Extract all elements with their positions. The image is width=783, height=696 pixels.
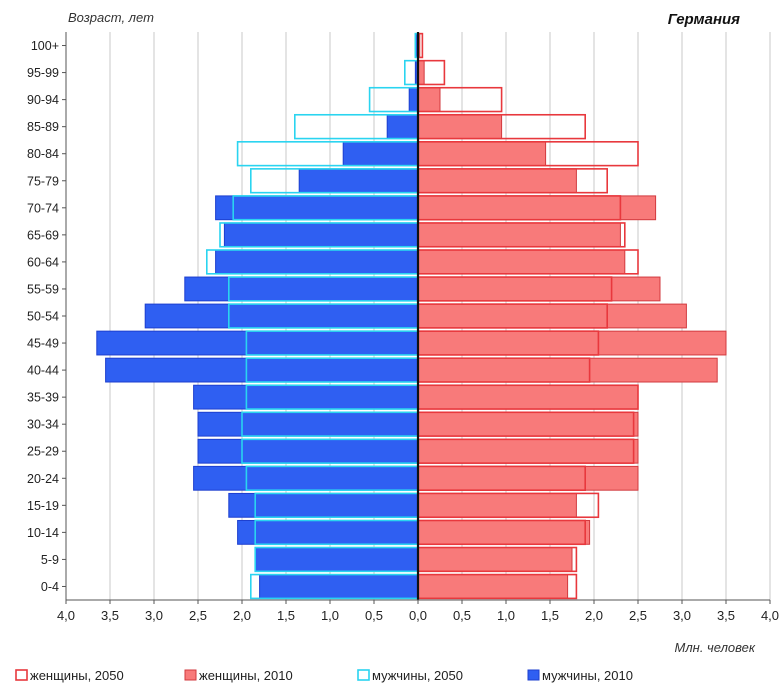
- bar-female-2010-75-79: [417, 168, 577, 194]
- bar-male-2010-45-49: [96, 330, 419, 356]
- y-tick-label: 85-89: [27, 120, 59, 134]
- x-tick-label: 0,5: [453, 608, 471, 623]
- x-tick-label: 4,0: [57, 608, 75, 623]
- y-tick-label: 75-79: [27, 174, 59, 188]
- bar-male-2010-35-39: [193, 384, 419, 410]
- bar-male-2010-10-14: [237, 519, 419, 545]
- x-tick-label: 0,0: [409, 608, 427, 623]
- bar-female-2010-55-59: [417, 276, 661, 302]
- x-tick-label: 3,5: [717, 608, 735, 623]
- x-axis-title: Млн. человек: [675, 640, 756, 655]
- bar-female-2010-0-4: [417, 574, 569, 599]
- legend-label: женщины, 2050: [30, 668, 124, 683]
- bar-male-2010-50-54: [144, 303, 419, 329]
- legend-swatch: [15, 669, 28, 681]
- bar-male-2010-25-29: [197, 438, 419, 464]
- bar-female-2010-10-14: [417, 519, 591, 545]
- x-tick-label: 3,0: [673, 608, 691, 623]
- bar-female-2010-65-69: [417, 222, 621, 248]
- bar-female-2010-60-64: [417, 249, 626, 275]
- bar-female-2010-15-19: [417, 492, 577, 518]
- bar-female-2010-80-84: [417, 141, 547, 167]
- bar-male-2010-65-69: [223, 222, 419, 248]
- y-axis-title: Возраст, лет: [68, 10, 154, 25]
- y-tick-label: 25-29: [27, 445, 59, 459]
- bar-male-2010-30-34: [197, 411, 419, 437]
- y-tick-label: 55-59: [27, 282, 59, 296]
- y-tick-label: 5-9: [41, 553, 59, 567]
- bars: [96, 32, 727, 600]
- bar-female-2010-5-9: [417, 547, 573, 572]
- y-tick-label: 0-4: [41, 580, 59, 594]
- x-tick-label: 2,0: [585, 608, 603, 623]
- bar-male-2010-15-19: [228, 492, 419, 518]
- bar-male-2010-0-4: [259, 574, 419, 599]
- y-tick-label: 15-19: [27, 499, 59, 513]
- y-tick-label: 70-74: [27, 201, 59, 215]
- x-tick-label: 3,5: [101, 608, 119, 623]
- legend-label: мужчины, 2050: [372, 668, 463, 683]
- bar-male-2010-80-84: [342, 141, 419, 167]
- bar-male-2010-55-59: [184, 276, 419, 302]
- x-tick-label: 1,0: [321, 608, 339, 623]
- bar-female-2010-50-54: [417, 303, 687, 329]
- legend-label: мужчины, 2010: [542, 668, 633, 683]
- y-tick-label: 50-54: [27, 310, 59, 324]
- y-tick-label: 65-69: [27, 228, 59, 242]
- y-tick-label: 20-24: [27, 472, 59, 486]
- y-tick-label: 30-34: [27, 418, 59, 432]
- legend-swatch: [527, 669, 540, 681]
- bar-male-2010-90-94: [408, 87, 419, 113]
- x-tick-label: 2,5: [629, 608, 647, 623]
- bar-female-2010-30-34: [417, 411, 639, 437]
- bar-male-2010-40-44: [105, 357, 419, 383]
- x-tick-label: 4,0: [761, 608, 779, 623]
- bar-female-2010-40-44: [417, 357, 718, 383]
- y-tick-label: 10-14: [27, 526, 59, 540]
- x-tick-label: 1,0: [497, 608, 515, 623]
- y-tick-label: 80-84: [27, 147, 59, 161]
- x-tick-label: 0,5: [365, 608, 383, 623]
- y-tick-label: 40-44: [27, 364, 59, 378]
- bar-female-2010-85-89: [417, 114, 503, 140]
- bar-male-2010-5-9: [254, 547, 419, 572]
- bar-male-2010-85-89: [386, 114, 419, 140]
- y-tick-label: 90-94: [27, 93, 59, 107]
- x-tick-label: 1,5: [541, 608, 559, 623]
- x-tick-label: 1,5: [277, 608, 295, 623]
- y-tick-label: 95-99: [27, 66, 59, 80]
- bar-male-2010-75-79: [298, 168, 419, 194]
- bar-male-2010-60-64: [215, 249, 419, 275]
- legend: женщины, 2050 женщины, 2010 мужчины, 2050 м…: [15, 668, 633, 683]
- x-tick-label: 2,0: [233, 608, 251, 623]
- x-tick-labels: 4,0 3,5 3,0 2,5 2,0 1,5 1,0 0,5 0,0 0,5 1,0 1,5 2,0 2…: [57, 600, 779, 623]
- legend-swatch: [184, 669, 197, 681]
- bar-female-2010-20-24: [417, 465, 639, 491]
- y-tick-label: 100+: [31, 39, 59, 53]
- legend-label: женщины, 2010: [199, 668, 293, 683]
- legend-swatch: [357, 669, 370, 681]
- x-tick-label: 2,5: [189, 608, 207, 623]
- bar-female-2010-45-49: [417, 330, 727, 356]
- chart-title: Германия: [668, 11, 740, 28]
- y-tick-label: 60-64: [27, 255, 59, 269]
- y-tick-label: 45-49: [27, 337, 59, 351]
- bar-female-2010-25-29: [417, 438, 639, 464]
- x-tick-label: 3,0: [145, 608, 163, 623]
- bar-female-2010-90-94: [417, 87, 441, 113]
- bar-male-2010-70-74: [215, 195, 419, 221]
- bar-male-2010-20-24: [193, 465, 419, 491]
- y-tick-labels: 0-4 5-9 10-14 15-19 20-24 25-29 30-34 35-39 40-4…: [27, 39, 66, 594]
- bar-female-2010-35-39: [417, 384, 639, 410]
- y-tick-label: 35-39: [27, 391, 59, 405]
